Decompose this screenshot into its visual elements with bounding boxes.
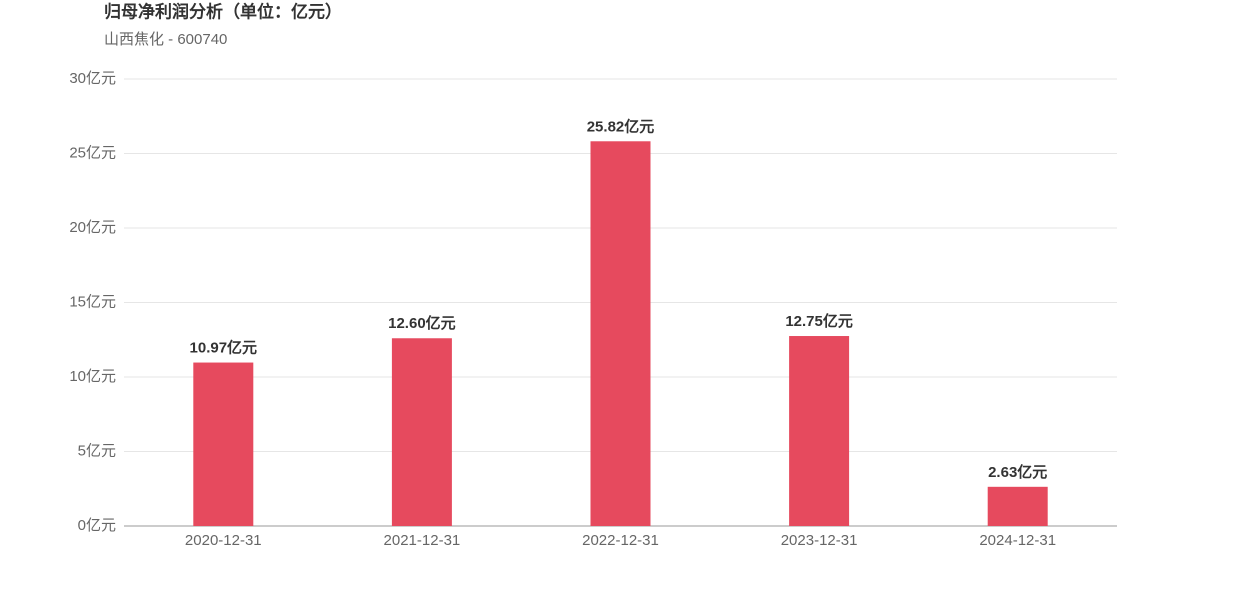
bar	[193, 362, 254, 526]
bar	[987, 486, 1048, 526]
x-tick-label: 2020-12-31	[185, 532, 262, 549]
bar	[789, 336, 850, 526]
chart-title: 归母净利润分析（单位：亿元）	[104, 1, 342, 21]
value-label: 10.97亿元	[190, 339, 258, 357]
y-tick-label: 20亿元	[69, 219, 116, 236]
y-tick-label: 10亿元	[69, 368, 116, 385]
bar	[590, 141, 651, 527]
y-tick-label: 0亿元	[78, 517, 116, 534]
x-tick-label: 2024-12-31	[979, 532, 1056, 549]
bar	[391, 338, 452, 526]
y-tick-label: 5亿元	[78, 442, 116, 459]
y-tick-label: 30亿元	[69, 70, 116, 87]
value-label: 25.82亿元	[587, 117, 655, 135]
y-tick-label: 25亿元	[69, 144, 116, 161]
value-label: 12.60亿元	[388, 314, 456, 332]
chart-subtitle: 山西焦化 - 600740	[104, 31, 227, 48]
value-label: 2.63亿元	[988, 463, 1047, 481]
x-tick-label: 2021-12-31	[384, 532, 461, 549]
x-tick-label: 2023-12-31	[781, 532, 858, 549]
x-tick-label: 2022-12-31	[582, 532, 659, 549]
value-label: 12.75亿元	[785, 312, 853, 330]
y-tick-label: 15亿元	[69, 293, 116, 310]
